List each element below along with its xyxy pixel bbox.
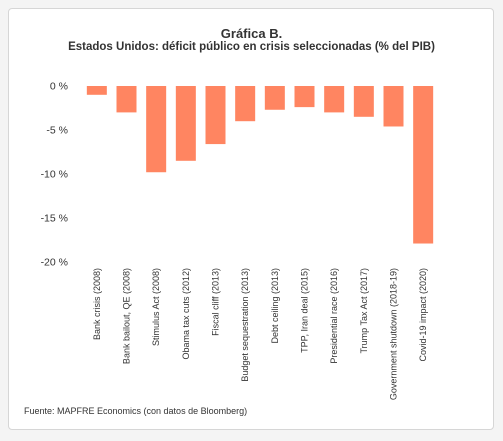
bar: [146, 86, 167, 173]
bar: [413, 86, 434, 244]
x-tick-label: TPP, Iran deal (2015): [300, 268, 310, 353]
x-tick-label: Obama tax cuts (2012): [181, 268, 191, 360]
bar: [235, 86, 256, 122]
x-tick-label: Bank bailout, QE (2008): [122, 268, 132, 364]
chart-title: Gráfica B.: [220, 26, 283, 41]
x-tick-label: Fiscal cliff (2013): [211, 268, 221, 336]
bar: [324, 86, 345, 113]
y-tick-label: -5 %: [46, 125, 68, 137]
bar: [264, 86, 285, 110]
bar: [353, 86, 374, 117]
bar: [383, 86, 404, 127]
x-tick-label: Government shutdown (2018-19): [389, 268, 399, 400]
bar: [294, 86, 315, 108]
x-tick-label: Budget sequestration (2013): [240, 268, 250, 382]
chart-subtitle: Estados Unidos: déficit público en crisi…: [68, 41, 435, 53]
y-tick-label: -10 %: [41, 169, 68, 181]
chart-card: [8, 8, 494, 430]
bar: [175, 86, 196, 161]
x-tick-label: Presidential race (2016): [329, 268, 339, 364]
x-tick-label: Stimulus Act (2008): [151, 268, 161, 346]
x-tick-label: Covid-19 impact (2020): [418, 268, 428, 362]
bar: [86, 86, 107, 95]
y-tick-label: 0 %: [50, 81, 68, 93]
bar: [116, 86, 137, 113]
x-tick-label: Bank crisis (2008): [92, 268, 102, 340]
y-tick-label: -20 %: [41, 257, 68, 269]
x-tick-label: Trump Tax Act (2017): [359, 268, 369, 354]
source-note: Fuente: MAPFRE Economics (con datos de B…: [24, 406, 248, 416]
x-tick-label: Debt ceiling (2013): [270, 268, 280, 344]
bar: [205, 86, 226, 145]
y-tick-label: -15 %: [41, 213, 68, 225]
